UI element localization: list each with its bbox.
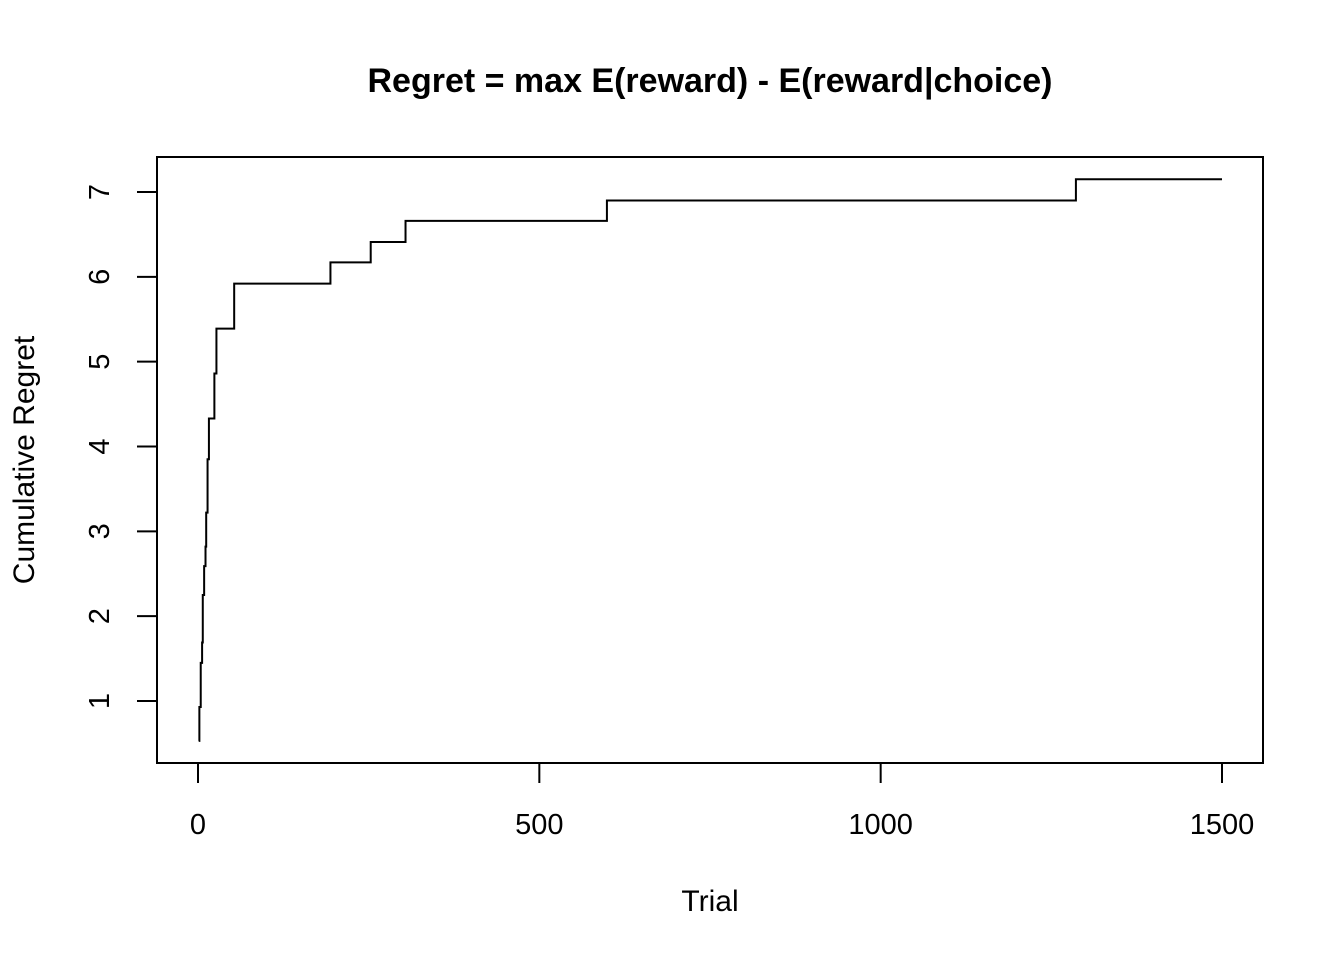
y-tick-label: 6	[84, 269, 116, 285]
x-tick-label: 500	[515, 809, 563, 841]
y-tick-label: 1	[84, 693, 116, 709]
chart-title: Regret = max E(reward) - E(reward|choice…	[367, 62, 1052, 100]
x-tick-label: 1500	[1190, 809, 1255, 841]
y-tick-label: 3	[84, 523, 116, 539]
y-tick-label: 4	[84, 438, 116, 454]
x-tick-label: 0	[190, 809, 206, 841]
x-tick-label: 1000	[848, 809, 913, 841]
y-tick-label: 5	[84, 354, 116, 370]
plot-layer: 0 500 1000 1500 1 2 3 4 5 6 7	[84, 178, 1255, 841]
y-tick-label: 2	[84, 608, 116, 624]
series-line	[198, 178, 1222, 742]
x-axis-label: Trial	[681, 885, 738, 918]
y-tick-label: 7	[84, 184, 116, 200]
y-axis-label: Cumulative Regret	[8, 335, 41, 584]
